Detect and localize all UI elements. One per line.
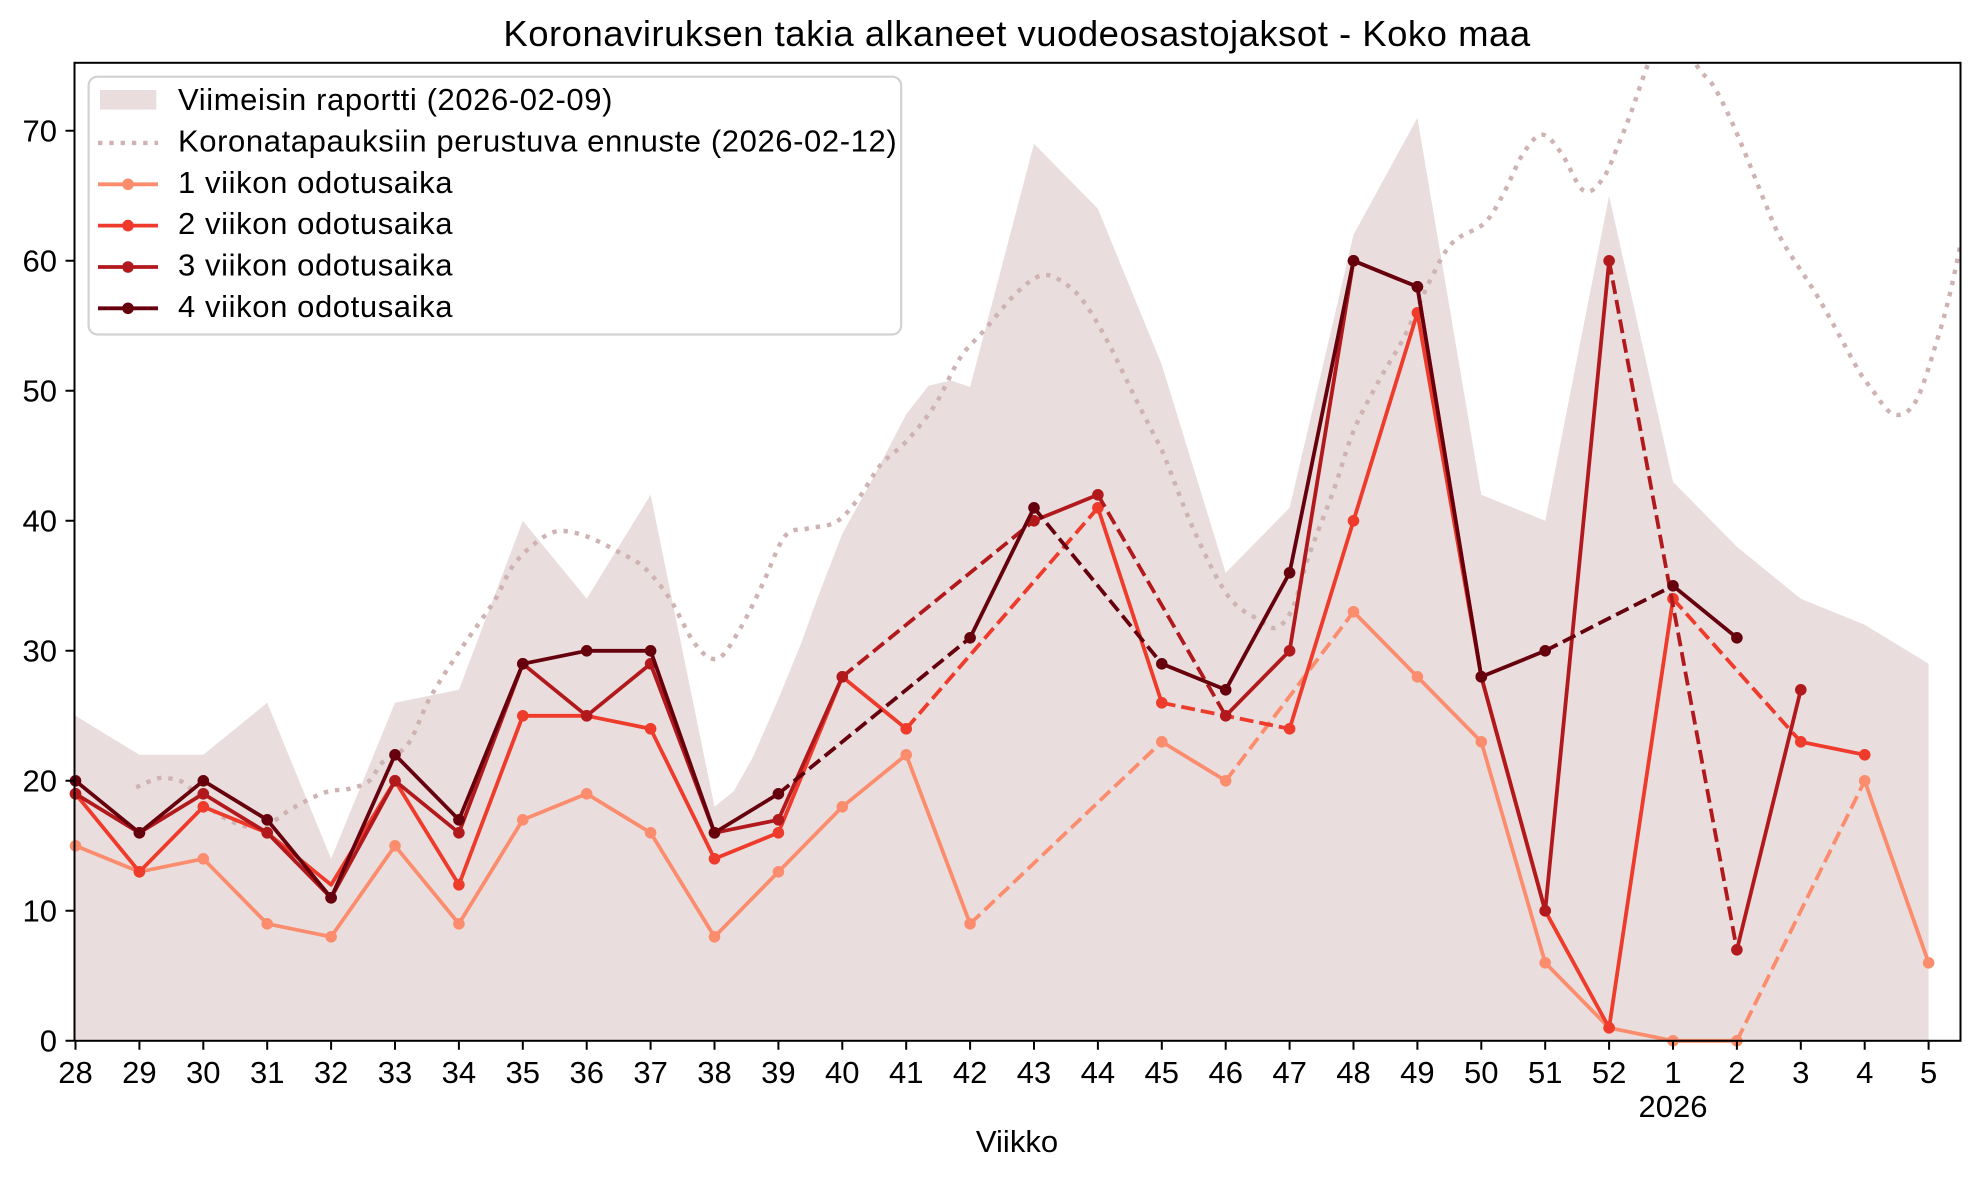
svg-text:28: 28 [58,1055,92,1090]
svg-text:52: 52 [1592,1055,1626,1090]
svg-text:49: 49 [1400,1055,1434,1090]
svg-text:41: 41 [889,1055,923,1090]
svg-text:30: 30 [186,1055,220,1090]
svg-text:3: 3 [1792,1055,1809,1090]
svg-text:40: 40 [825,1055,859,1090]
svg-text:48: 48 [1336,1055,1370,1090]
svg-text:38: 38 [697,1055,731,1090]
svg-text:1: 1 [1664,1055,1681,1090]
svg-text:32: 32 [314,1055,348,1090]
svg-text:30: 30 [23,633,57,668]
svg-text:45: 45 [1145,1055,1179,1090]
svg-text:2026: 2026 [1639,1089,1708,1124]
svg-text:29: 29 [122,1055,156,1090]
svg-text:44: 44 [1081,1055,1115,1090]
svg-text:43: 43 [1017,1055,1051,1090]
svg-text:Koronatapauksiin perustuva enn: Koronatapauksiin perustuva ennuste (2026… [178,123,897,158]
svg-text:Viikko: Viikko [976,1124,1058,1159]
svg-text:50: 50 [23,373,57,408]
svg-text:47: 47 [1272,1055,1306,1090]
svg-text:36: 36 [569,1055,603,1090]
svg-text:31: 31 [250,1055,284,1090]
svg-text:2 viikon odotusaika: 2 viikon odotusaika [178,206,453,241]
svg-text:70: 70 [23,113,57,148]
svg-text:33: 33 [378,1055,412,1090]
svg-text:Viimeisin raportti (2026-02-09: Viimeisin raportti (2026-02-09) [178,82,613,117]
svg-text:4 viikon odotusaika: 4 viikon odotusaika [178,289,453,324]
svg-text:3 viikon odotusaika: 3 viikon odotusaika [178,248,453,283]
svg-text:2: 2 [1728,1055,1745,1090]
svg-text:51: 51 [1528,1055,1562,1090]
svg-text:50: 50 [1464,1055,1498,1090]
svg-text:4: 4 [1856,1055,1873,1090]
svg-text:10: 10 [23,893,57,928]
svg-text:5: 5 [1920,1055,1937,1090]
svg-text:46: 46 [1208,1055,1242,1090]
svg-text:Koronaviruksen takia alkaneet: Koronaviruksen takia alkaneet vuodeosast… [503,13,1530,54]
svg-text:40: 40 [23,503,57,538]
svg-text:20: 20 [23,763,57,798]
svg-text:1 viikon odotusaika: 1 viikon odotusaika [178,165,453,200]
svg-text:39: 39 [761,1055,795,1090]
svg-text:0: 0 [40,1023,57,1058]
svg-text:37: 37 [633,1055,667,1090]
svg-text:34: 34 [442,1055,476,1090]
svg-text:35: 35 [506,1055,540,1090]
svg-text:42: 42 [953,1055,987,1090]
svg-text:60: 60 [23,243,57,278]
